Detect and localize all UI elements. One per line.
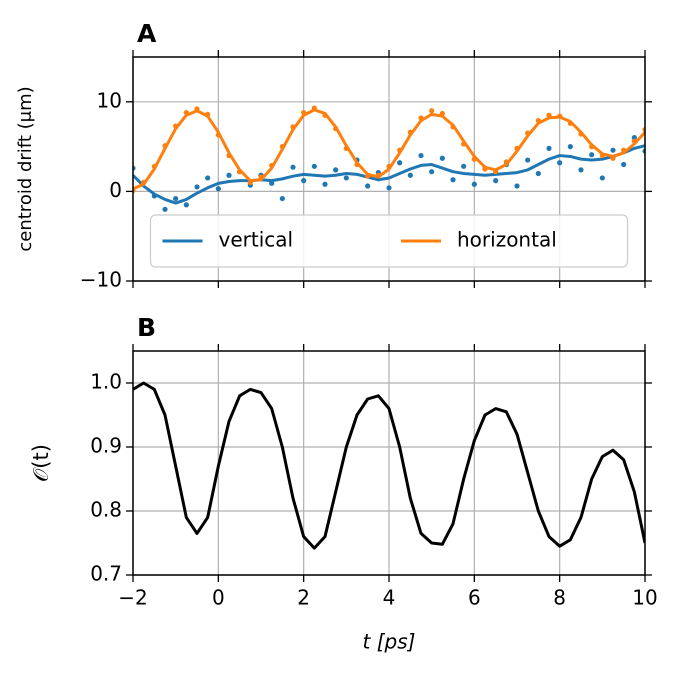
data-point bbox=[493, 178, 499, 184]
data-line bbox=[133, 144, 645, 205]
data-point bbox=[429, 169, 435, 175]
legend-label: vertical bbox=[219, 228, 294, 252]
data-point bbox=[183, 202, 189, 208]
data-point bbox=[397, 160, 403, 166]
data-point bbox=[525, 157, 531, 163]
x-tick-label: 10 bbox=[632, 586, 657, 610]
data-point bbox=[621, 161, 627, 168]
y-tick-label: 0.8 bbox=[90, 498, 122, 522]
y-tick-label: 0.9 bbox=[90, 434, 122, 458]
panel-title: B bbox=[137, 313, 156, 342]
y-tick-label: −10 bbox=[80, 268, 122, 292]
data-point bbox=[535, 170, 541, 177]
data-point bbox=[301, 178, 307, 184]
legend: vertical horizontal bbox=[149, 214, 629, 268]
x-tick-label: 8 bbox=[553, 586, 566, 610]
data-point bbox=[610, 147, 616, 153]
data-point bbox=[439, 155, 445, 161]
y-tick-label: 1.0 bbox=[90, 370, 122, 394]
data-point bbox=[173, 195, 179, 202]
data-point bbox=[205, 175, 211, 181]
x-tick-label: 2 bbox=[297, 586, 310, 610]
data-point bbox=[386, 185, 392, 191]
y-tick-label: 10 bbox=[97, 88, 122, 112]
data-point bbox=[226, 172, 232, 178]
data-point bbox=[343, 175, 349, 181]
legend-label: horizontal bbox=[457, 228, 557, 252]
x-tick-label: 4 bbox=[383, 586, 396, 610]
panel-title: A bbox=[137, 19, 157, 48]
data-point bbox=[450, 177, 456, 183]
x-tick-label: −2 bbox=[118, 586, 147, 610]
legend-box bbox=[149, 214, 629, 268]
x-tick-label: 6 bbox=[468, 586, 481, 610]
data-point bbox=[418, 152, 424, 159]
y-tick-label: 0 bbox=[109, 178, 122, 202]
data-point bbox=[589, 152, 595, 158]
data-point bbox=[365, 183, 371, 189]
data-point bbox=[557, 160, 563, 166]
data-point bbox=[514, 183, 520, 189]
data-point bbox=[322, 181, 328, 187]
data-point bbox=[471, 181, 477, 187]
data-point bbox=[311, 163, 317, 169]
data-point bbox=[290, 164, 296, 170]
data-point bbox=[461, 163, 467, 169]
data-point bbox=[279, 195, 285, 202]
x-axis-label: t [ps] bbox=[363, 630, 416, 654]
data-line bbox=[133, 381, 645, 550]
y-axis-label: 𝒪(t) bbox=[29, 444, 53, 482]
x-tick-label: 0 bbox=[212, 586, 225, 610]
axes-frame bbox=[132, 56, 646, 282]
y-tick-label: 0.7 bbox=[90, 562, 122, 586]
data-line bbox=[133, 108, 645, 191]
data-point bbox=[578, 167, 584, 173]
axes-frame bbox=[132, 350, 646, 576]
data-point bbox=[194, 184, 200, 190]
data-point bbox=[429, 108, 435, 114]
data-point bbox=[546, 145, 552, 151]
data-point bbox=[407, 172, 413, 178]
data-point bbox=[631, 135, 637, 141]
data-point bbox=[162, 206, 168, 212]
data-point bbox=[215, 186, 221, 192]
data-point bbox=[599, 175, 605, 181]
data-point bbox=[333, 167, 339, 173]
data-point bbox=[567, 144, 573, 150]
y-axis-label: centroid drift (μm) bbox=[15, 86, 36, 251]
